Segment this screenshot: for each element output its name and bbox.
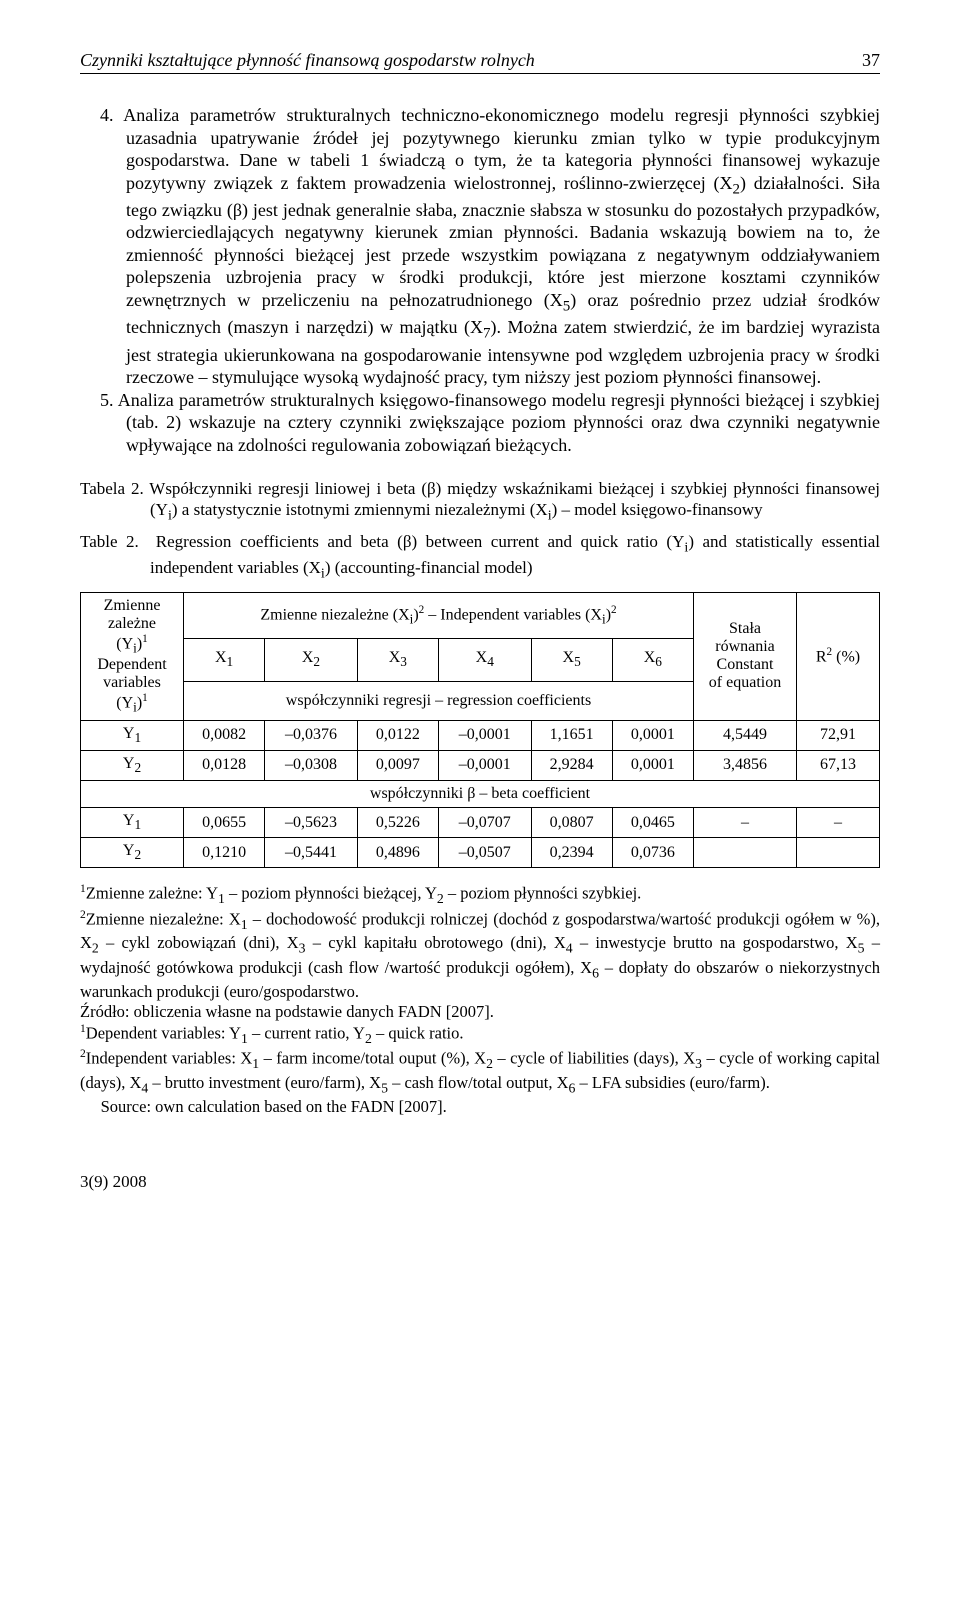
table2-caption-en: Table 2. Regression coefficients and bet… <box>80 531 880 583</box>
running-title: Czynniki kształtujące płynność finansową… <box>80 50 535 71</box>
page-footer: 3(9) 2008 <box>80 1172 880 1192</box>
table-row: Y1 0,0082 –0,0376 0,0122 –0,0001 1,1651 … <box>81 720 880 750</box>
indep-header: Zmienne niezależne (Xi)2 – Independent v… <box>184 592 694 638</box>
cell: 2,9284 <box>531 750 612 780</box>
cell: –0,0507 <box>438 838 531 868</box>
cell: 0,0465 <box>612 807 693 837</box>
cell: –0,0308 <box>265 750 358 780</box>
x6-label: X6 <box>612 638 693 681</box>
table2-caption-pl: Tabela 2. Współczynniki regresji liniowe… <box>80 478 880 525</box>
paragraph-4: 4. Analiza parametrów strukturalnych tec… <box>80 104 880 389</box>
x4-label: X4 <box>438 638 531 681</box>
table2-footnotes: 1Zmienne zależne: Y1 – poziom płynności … <box>80 882 880 1117</box>
table2: Zmiennezależne(Yi)1Dependentvariables(Yi… <box>80 592 880 869</box>
cell: 0,5226 <box>357 807 438 837</box>
y-label: Y2 <box>81 750 184 780</box>
y-label: Y1 <box>81 720 184 750</box>
cell: –0,0707 <box>438 807 531 837</box>
beta-label: współczynniki β – beta coefficient <box>81 780 880 807</box>
cell: 72,91 <box>797 720 880 750</box>
col-constant: StałarównaniaConstantof equation <box>694 592 797 720</box>
footnote: Źródło: obliczenia własne na podstawie d… <box>80 1002 880 1022</box>
cell: 1,1651 <box>531 720 612 750</box>
footnote: 2Zmienne niezależne: X1 – dochodowość pr… <box>80 908 880 1002</box>
cell: –0,0001 <box>438 720 531 750</box>
cell: 0,0122 <box>357 720 438 750</box>
x5-label: X5 <box>531 638 612 681</box>
cell: 0,0001 <box>612 720 693 750</box>
cell: –0,0001 <box>438 750 531 780</box>
col-r2: R2 (%) <box>797 592 880 720</box>
cell: 0,0082 <box>184 720 265 750</box>
footnote: 1Zmienne zależne: Y1 – poziom płynności … <box>80 882 880 908</box>
running-header: Czynniki kształtujące płynność finansową… <box>80 50 880 74</box>
cell: 0,0655 <box>184 807 265 837</box>
table-row: Y2 0,0128 –0,0308 0,0097 –0,0001 2,9284 … <box>81 750 880 780</box>
cell <box>694 838 797 868</box>
cell: 0,0128 <box>184 750 265 780</box>
cell: –0,0376 <box>265 720 358 750</box>
footnote: 2Independent variables: X1 – farm income… <box>80 1047 880 1097</box>
y-label: Y1 <box>81 807 184 837</box>
cell: 4,5449 <box>694 720 797 750</box>
table-row: Y2 0,1210 –0,5441 0,4896 –0,0507 0,2394 … <box>81 838 880 868</box>
cell: 0,4896 <box>357 838 438 868</box>
y-label: Y2 <box>81 838 184 868</box>
cell: 0,0807 <box>531 807 612 837</box>
cell: 0,0736 <box>612 838 693 868</box>
cell: –0,5623 <box>265 807 358 837</box>
page-number: 37 <box>862 50 880 71</box>
cell: 67,13 <box>797 750 880 780</box>
cell <box>797 838 880 868</box>
cell: – <box>797 807 880 837</box>
coeff-label: współczynniki regresji – regression coef… <box>184 682 694 721</box>
cell: 0,0097 <box>357 750 438 780</box>
x1-label: X1 <box>184 638 265 681</box>
cell: – <box>694 807 797 837</box>
cell: 0,0001 <box>612 750 693 780</box>
cell: –0,5441 <box>265 838 358 868</box>
footnote: Source: own calculation based on the FAD… <box>80 1097 880 1117</box>
col-dependent: Zmiennezależne(Yi)1Dependentvariables(Yi… <box>81 592 184 720</box>
cell: 0,1210 <box>184 838 265 868</box>
x2-label: X2 <box>265 638 358 681</box>
cell: 0,2394 <box>531 838 612 868</box>
footnote: 1Dependent variables: Y1 – current ratio… <box>80 1022 880 1048</box>
x3-label: X3 <box>357 638 438 681</box>
cell: 3,4856 <box>694 750 797 780</box>
paragraph-5: 5. Analiza parametrów strukturalnych ksi… <box>80 389 880 457</box>
table-row: Y1 0,0655 –0,5623 0,5226 –0,0707 0,0807 … <box>81 807 880 837</box>
